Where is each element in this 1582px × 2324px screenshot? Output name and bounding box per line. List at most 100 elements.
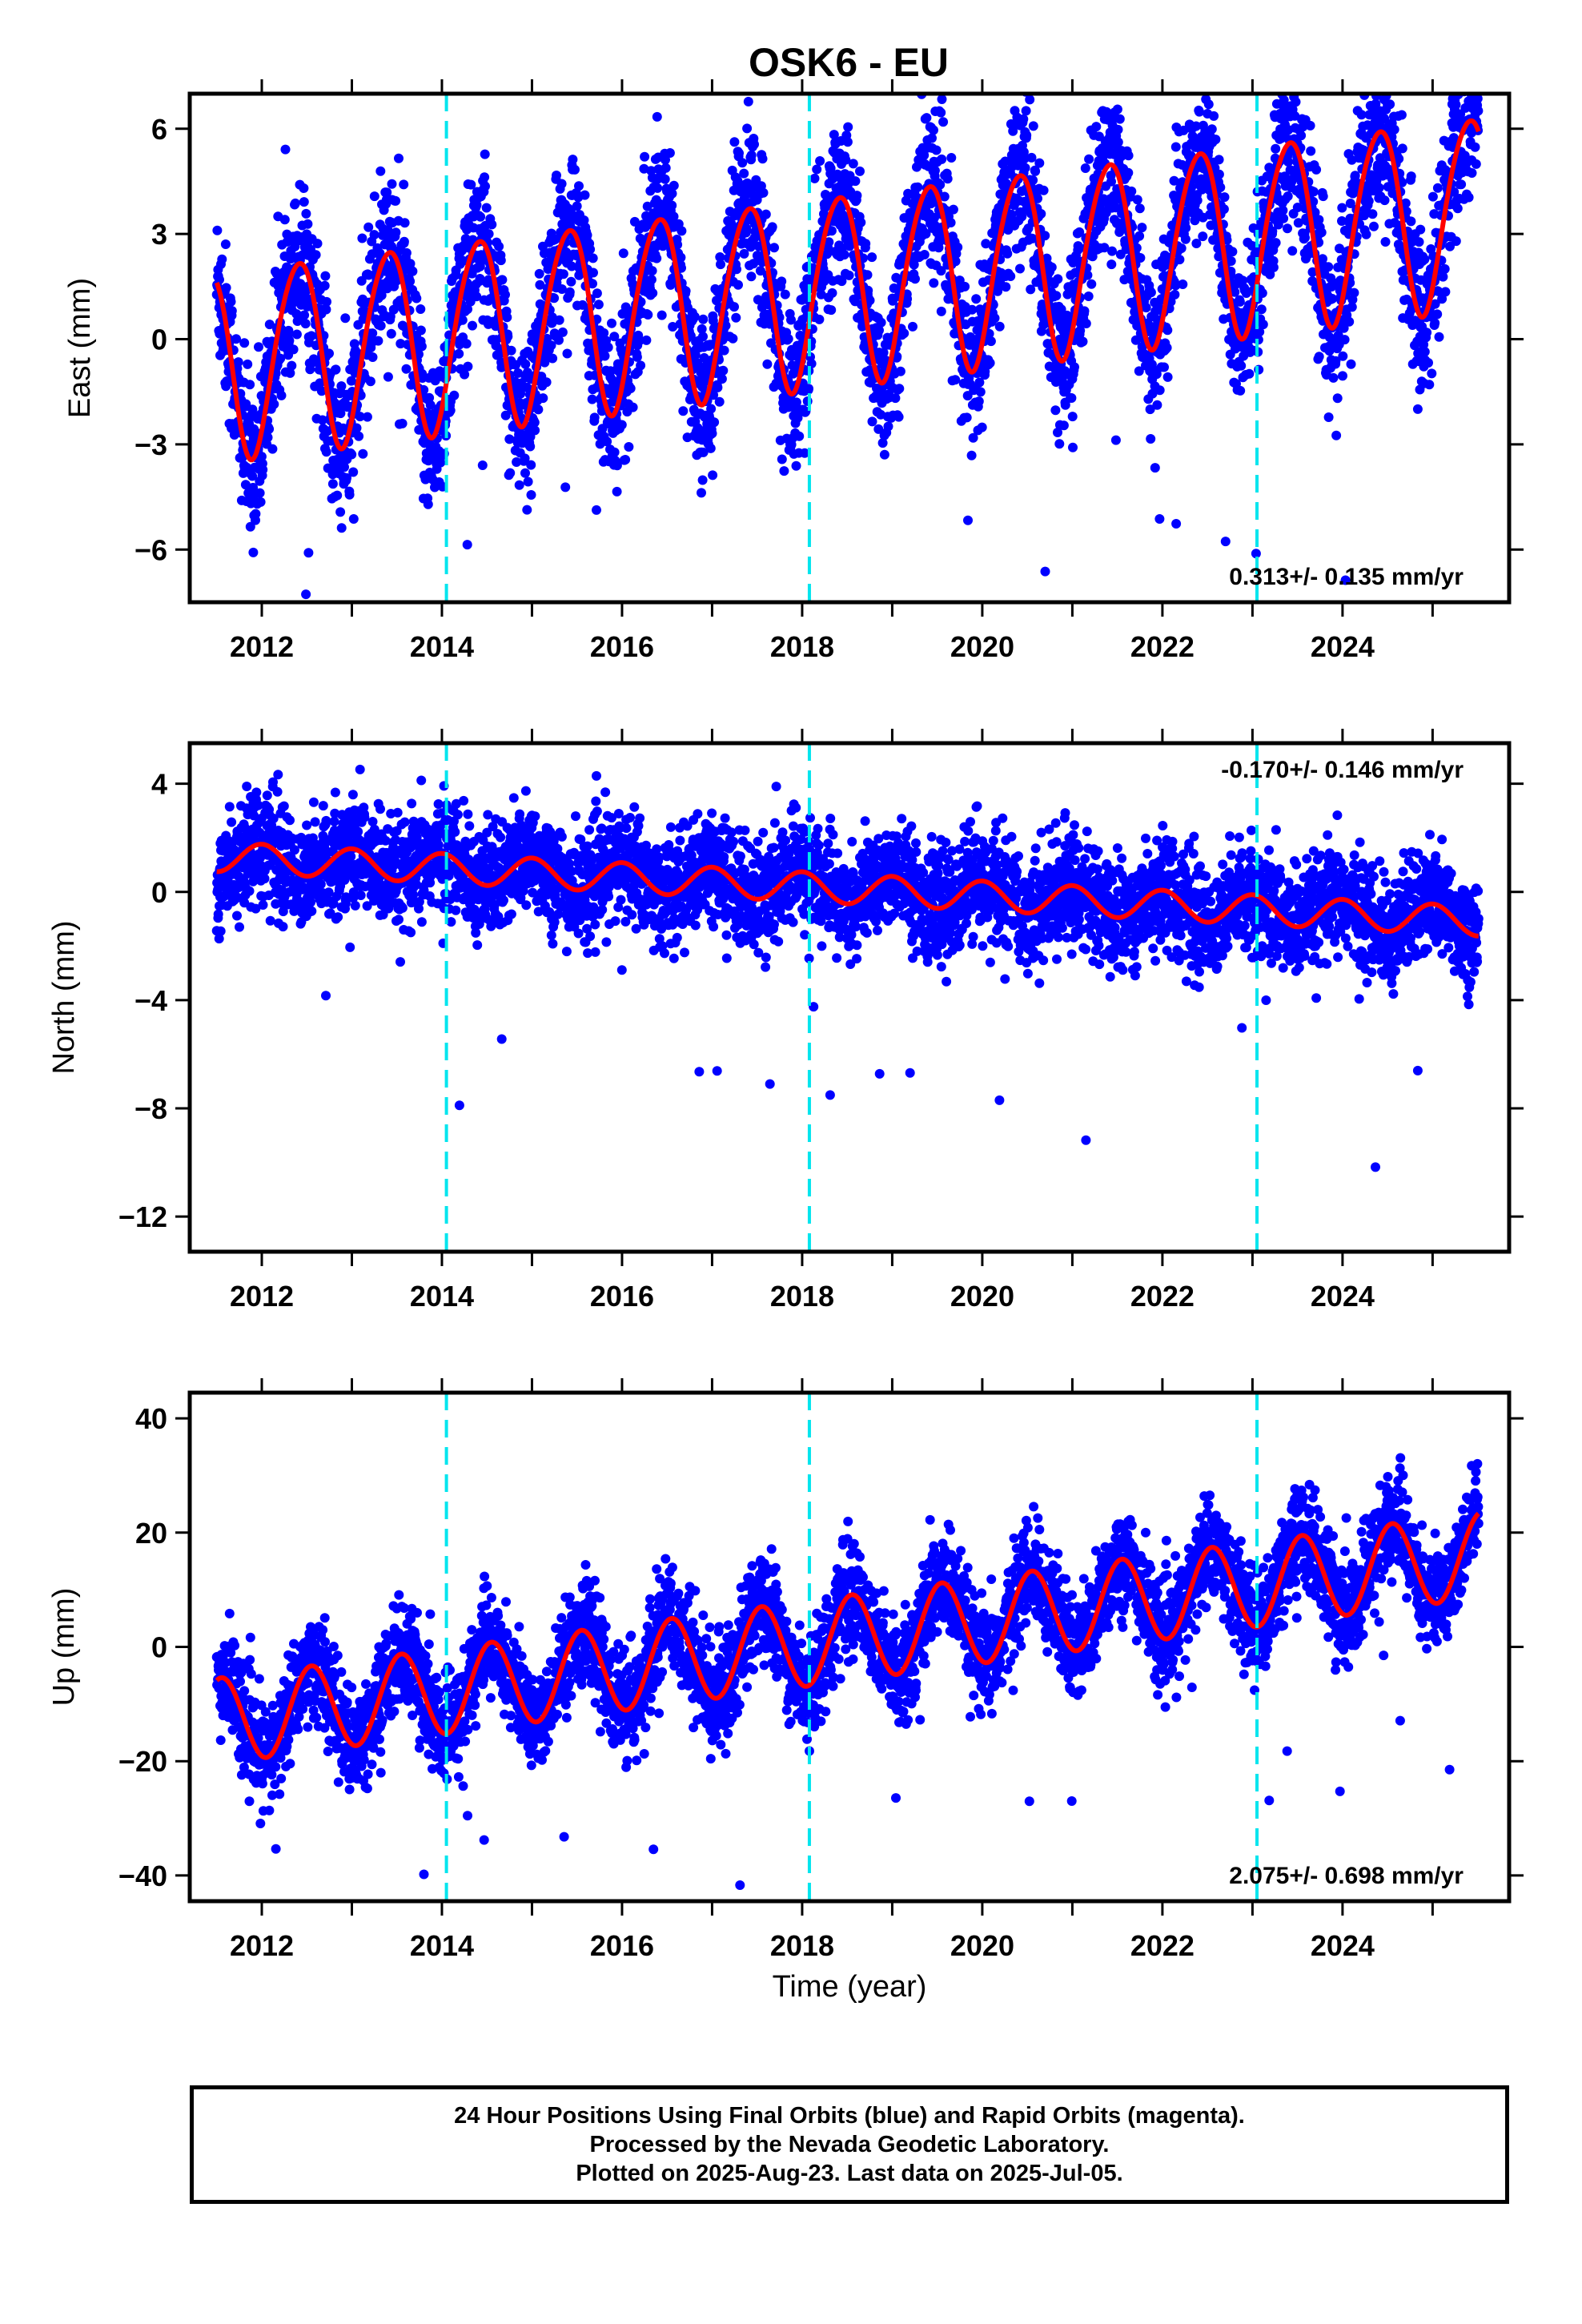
data-point — [472, 200, 482, 210]
data-point — [1338, 371, 1347, 381]
data-point — [652, 253, 662, 263]
data-point — [729, 137, 740, 147]
data-point — [862, 270, 873, 280]
data-point — [1174, 255, 1185, 265]
data-point — [363, 222, 374, 232]
data-point — [1406, 216, 1416, 227]
data-point — [1284, 58, 1294, 67]
data-point — [1235, 296, 1245, 307]
data-point — [1170, 142, 1181, 152]
data-point — [1337, 203, 1347, 213]
data-point — [1332, 393, 1343, 404]
data-point — [843, 122, 853, 132]
chart-title: OSK6 - EU — [749, 40, 949, 85]
data-point — [287, 360, 297, 371]
data-point — [1258, 320, 1268, 330]
data-point — [535, 279, 545, 290]
data-point — [1207, 65, 1216, 74]
data-point — [1457, 66, 1467, 75]
data-point — [541, 377, 552, 388]
data-point — [301, 208, 311, 219]
data-point — [1015, 263, 1025, 274]
data-point — [1314, 352, 1324, 362]
data-point — [523, 476, 533, 487]
data-point — [1367, 209, 1378, 219]
data-point — [681, 286, 691, 296]
data-point — [1181, 223, 1191, 233]
data-point — [321, 304, 331, 315]
data-point — [1209, 111, 1219, 121]
data-point — [1113, 137, 1123, 147]
data-point — [332, 490, 343, 501]
data-point — [1068, 442, 1078, 452]
data-point — [557, 327, 568, 337]
data-point — [697, 475, 708, 485]
data-point — [1137, 223, 1147, 233]
data-point — [1451, 99, 1461, 110]
data-point — [248, 482, 259, 493]
data-point — [667, 188, 677, 199]
data-point — [247, 404, 258, 415]
data-point — [656, 199, 666, 210]
data-point — [757, 154, 768, 164]
data-point — [247, 471, 258, 481]
data-point — [1464, 192, 1474, 203]
data-point — [931, 145, 942, 155]
data-point — [698, 314, 709, 324]
data-point — [533, 404, 544, 415]
data-point — [251, 509, 261, 519]
data-point — [865, 296, 875, 306]
data-point — [929, 125, 938, 135]
data-point — [1434, 332, 1444, 342]
data-point — [227, 306, 237, 316]
data-point — [713, 382, 723, 392]
data-point — [232, 911, 242, 921]
data-point — [1423, 358, 1433, 368]
data-point — [220, 239, 231, 249]
data-point — [546, 340, 556, 351]
data-point — [512, 457, 522, 467]
data-point — [1300, 232, 1310, 243]
data-point — [990, 313, 1000, 324]
data-point — [1380, 237, 1391, 247]
data-point — [405, 276, 416, 287]
data-point — [276, 390, 287, 400]
data-point — [1081, 319, 1091, 328]
data-point — [1289, 74, 1299, 83]
data-point — [316, 386, 327, 396]
data-point — [300, 319, 311, 329]
data-point — [1380, 81, 1390, 90]
x-tick-label: 2012 — [230, 630, 294, 663]
data-point — [728, 333, 738, 344]
data-point — [514, 480, 524, 490]
data-point — [665, 148, 675, 158]
data-point — [1084, 154, 1094, 164]
data-point — [1079, 306, 1090, 316]
data-point — [387, 179, 397, 189]
data-point — [739, 168, 749, 179]
data-point — [867, 416, 877, 427]
data-point — [894, 384, 905, 394]
data-point — [1389, 124, 1399, 135]
data-point — [227, 817, 237, 827]
data-point — [513, 368, 524, 378]
data-point — [936, 107, 946, 118]
data-point — [399, 179, 409, 190]
data-point — [588, 253, 598, 263]
data-point — [755, 266, 765, 276]
data-point — [1070, 362, 1079, 372]
data-point — [1152, 400, 1162, 410]
data-point — [948, 204, 958, 215]
data-point — [1375, 70, 1384, 80]
data-point — [960, 281, 970, 292]
data-point — [718, 365, 729, 376]
data-point — [396, 339, 406, 349]
data-point — [445, 405, 456, 416]
data-point — [460, 369, 470, 380]
data-point — [908, 321, 917, 332]
data-point — [213, 909, 223, 919]
data-point — [1419, 347, 1430, 357]
data-point — [468, 320, 477, 331]
data-point — [1406, 171, 1416, 182]
data-point — [579, 215, 589, 225]
